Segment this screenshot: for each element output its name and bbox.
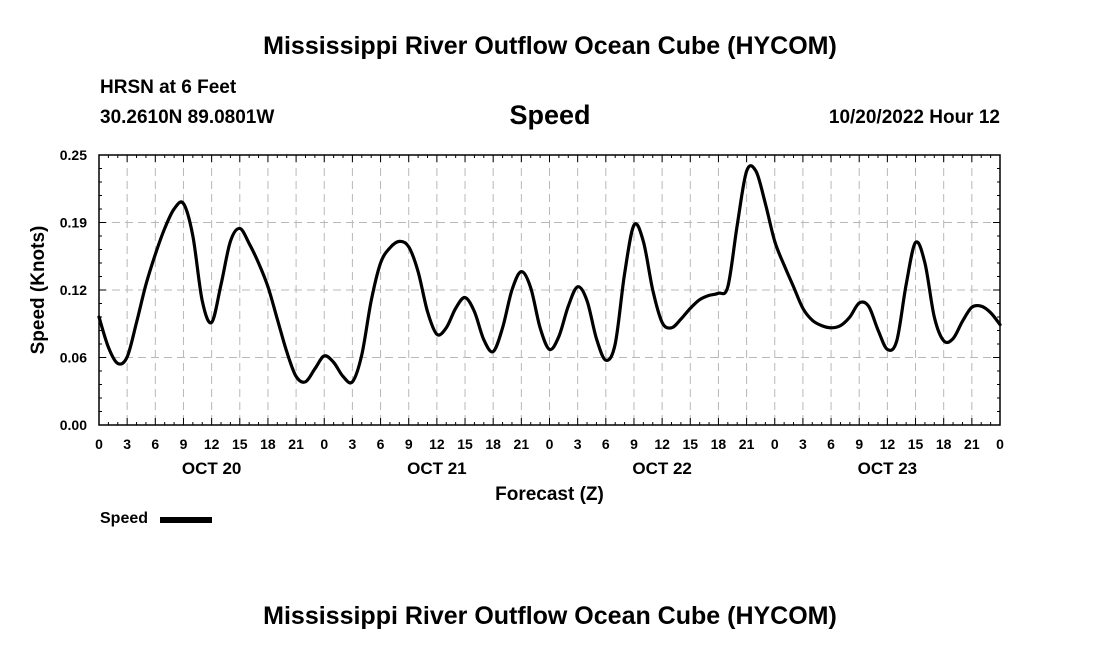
x-tick-label: 3 xyxy=(123,436,131,452)
x-tick-label: 0 xyxy=(320,436,328,452)
x-tick-label: 6 xyxy=(151,436,159,452)
x-tick-label: 21 xyxy=(964,436,980,452)
x-tick-label: 9 xyxy=(405,436,413,452)
x-tick-label: 6 xyxy=(827,436,835,452)
x-axis-label: Forecast (Z) xyxy=(495,484,604,505)
legend-label: Speed xyxy=(100,510,149,527)
x-tick-label: 0 xyxy=(546,436,554,452)
y-tick-label: 0.12 xyxy=(60,282,87,298)
x-tick-label: 12 xyxy=(204,436,220,452)
x-tick-label: 18 xyxy=(711,436,727,452)
day-label: OCT 21 xyxy=(407,459,467,478)
x-tick-label: 3 xyxy=(799,436,807,452)
day-label: OCT 23 xyxy=(858,459,918,478)
y-tick-label: 0.19 xyxy=(60,215,87,231)
chart-title-top: Mississippi River Outflow Ocean Cube (HY… xyxy=(263,32,837,60)
day-label: OCT 22 xyxy=(632,459,692,478)
x-tick-label: 18 xyxy=(260,436,276,452)
forecast-timestamp: 10/20/2022 Hour 12 xyxy=(828,107,1000,128)
y-tick-label: 0.00 xyxy=(60,417,87,433)
day-label: OCT 20 xyxy=(182,459,242,478)
y-tick-label: 0.06 xyxy=(60,350,87,366)
x-tick-label: 21 xyxy=(514,436,530,452)
x-tick-label: 6 xyxy=(602,436,610,452)
x-tick-label: 15 xyxy=(232,436,248,452)
x-tick-label: 12 xyxy=(880,436,896,452)
x-tick-label: 15 xyxy=(457,436,473,452)
x-tick-label: 21 xyxy=(288,436,304,452)
x-tick-label: 0 xyxy=(95,436,103,452)
x-tick-label: 6 xyxy=(377,436,385,452)
x-tick-label: 12 xyxy=(654,436,670,452)
x-tick-label: 9 xyxy=(855,436,863,452)
series-line-speed xyxy=(97,164,1002,385)
x-tick-label: 9 xyxy=(180,436,188,452)
station-name: HRSN at 6 Feet xyxy=(100,77,237,98)
x-tick-label: 0 xyxy=(771,436,779,452)
y-axis-label: Speed (Knots) xyxy=(28,226,49,355)
legend-swatch xyxy=(160,517,212,523)
variable-title: Speed xyxy=(509,100,591,130)
x-tick-label: 15 xyxy=(682,436,698,452)
x-tick-label: 21 xyxy=(739,436,755,452)
x-tick-label: 18 xyxy=(936,436,952,452)
x-tick-label: 15 xyxy=(908,436,924,452)
x-tick-label: 18 xyxy=(485,436,501,452)
x-tick-label: 12 xyxy=(429,436,445,452)
x-tick-label: 3 xyxy=(574,436,582,452)
y-tick-label: 0.25 xyxy=(60,147,87,163)
x-tick-label: 9 xyxy=(630,436,638,452)
x-tick-label: 0 xyxy=(996,436,1004,452)
station-coordinates: 30.2610N 89.0801W xyxy=(100,107,275,128)
x-tick-label: 3 xyxy=(349,436,357,452)
chart-title-bottom: Mississippi River Outflow Ocean Cube (HY… xyxy=(263,602,837,630)
